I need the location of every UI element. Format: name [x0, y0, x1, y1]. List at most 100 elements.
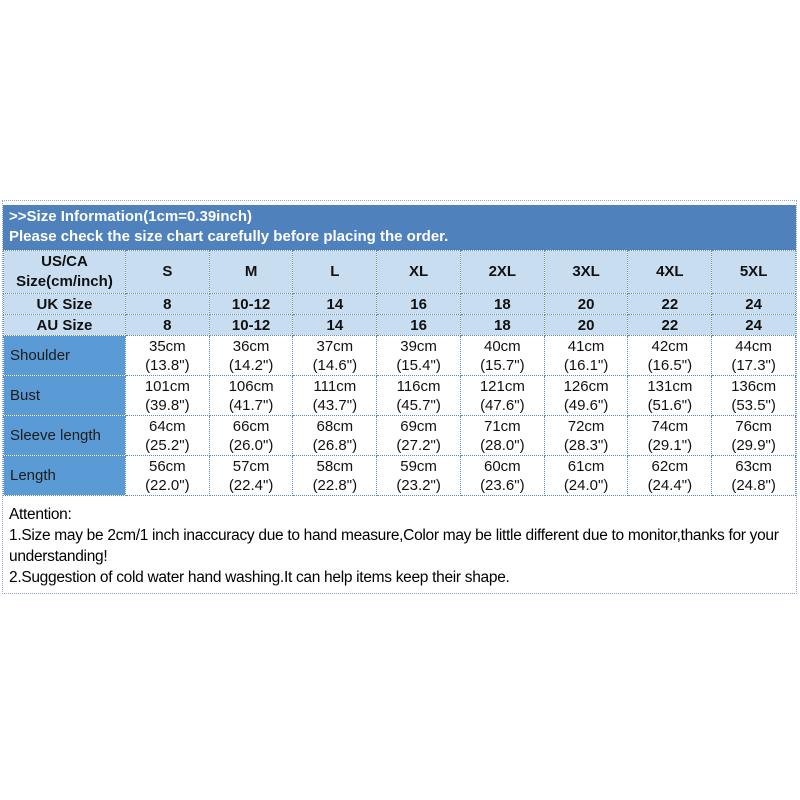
measurement-inch: (22.8") — [312, 476, 358, 494]
size-conversion-row: AU Size 8 10-12 14 16 18 20 22 24 — [3, 314, 796, 336]
measurement-cell: 101cm (39.8") — [124, 375, 210, 416]
size-column-header: L — [292, 250, 378, 294]
measurement-cell: 57cm (22.4") — [208, 455, 294, 496]
measurement-cell: 56cm (22.0") — [124, 455, 210, 496]
size-value-cell: 16 — [376, 314, 461, 336]
measurement-cell: 116cm (45.7") — [376, 375, 461, 416]
corner-header-line1: US/CA — [41, 253, 88, 270]
measurement-cm: 61cm — [567, 457, 605, 475]
measurement-cm: 40cm — [483, 337, 521, 355]
measurement-inch: (47.6") — [480, 396, 525, 414]
attention-line-1: 1.Size may be 2cm/1 inch inaccuracy due … — [9, 527, 779, 565]
table-header-row: US/CA Size(cm/inch) S M L XL 2XL 3XL 4XL 5XL — [3, 250, 796, 294]
measurement-label: Shoulder — [3, 335, 126, 376]
measurement-cm: 39cm — [400, 337, 437, 355]
measurement-label: Length — [3, 455, 126, 496]
measurement-cm: 35cm — [148, 337, 186, 355]
measurement-inch: (16.5") — [647, 356, 693, 374]
size-info-banner: >>Size Information(1cm=0.39inch) Please … — [3, 205, 796, 250]
measurement-inch: (25.2") — [145, 436, 190, 454]
measurement-cell: 35cm (13.8") — [124, 335, 210, 376]
size-value-cell: 16 — [376, 293, 461, 315]
measurement-inch: (39.8") — [145, 396, 190, 414]
measurement-cm: 57cm — [232, 457, 270, 475]
measurement-inch: (29.1") — [647, 436, 693, 454]
measurement-inch: (23.6") — [480, 476, 525, 494]
size-chart-sheet: >>Size Information(1cm=0.39inch) Please … — [2, 200, 797, 594]
measurement-cell: 61cm (24.0") — [543, 455, 629, 496]
measurement-inch: (15.7") — [480, 356, 525, 374]
attention-note: Attention: 1.Size may be 2cm/1 inch inac… — [3, 496, 796, 593]
measurement-inch: (14.6") — [312, 356, 358, 374]
measurement-cm: 36cm — [232, 337, 270, 355]
size-column-header: 4XL — [627, 250, 713, 294]
size-value-cell: 18 — [459, 293, 545, 315]
banner-subtitle: Please check the size chart carefully be… — [9, 228, 449, 245]
measurement-inch: (13.8") — [145, 356, 190, 374]
size-value-cell: 24 — [711, 314, 796, 336]
measurement-inch: (26.8") — [312, 436, 358, 454]
size-table: US/CA Size(cm/inch) S M L XL 2XL 3XL 4XL 5XL UK Si… — [3, 250, 796, 496]
attention-title: Attention: — [9, 506, 72, 523]
row-label: AU Size — [3, 314, 126, 336]
measurement-cm: 41cm — [567, 337, 605, 355]
measurement-cell: 69cm (27.2") — [376, 415, 461, 456]
corner-header-us-ca-size: US/CA Size(cm/inch) — [3, 250, 126, 294]
corner-header-line2: Size(cm/inch) — [16, 273, 113, 290]
measurement-inch: (28.0") — [480, 436, 525, 454]
size-value-cell: 24 — [711, 293, 796, 315]
measurement-label: Bust — [3, 375, 126, 416]
measurement-cell: 136cm (53.5") — [711, 375, 796, 416]
measurement-cm: 126cm — [563, 377, 609, 395]
size-value-cell: 20 — [543, 314, 629, 336]
measurement-cm: 60cm — [483, 457, 521, 475]
measurement-inch: (45.7") — [396, 396, 441, 414]
measurement-inch: (15.4") — [396, 356, 441, 374]
measurement-row: Length 56cm (22.0") 57cm (22.4") 58cm (22.8") 5… — [3, 455, 796, 496]
measurement-cm: 42cm — [651, 337, 689, 355]
measurement-inch: (24.4") — [647, 476, 693, 494]
measurement-cm: 64cm — [148, 417, 186, 435]
measurement-row: Shoulder 35cm (13.8") 36cm (14.2") 37cm (14.6"… — [3, 335, 796, 376]
size-value-cell: 14 — [292, 314, 378, 336]
measurement-inch: (22.0") — [145, 476, 190, 494]
measurement-inch: (27.2") — [396, 436, 441, 454]
measurement-cell: 74cm (29.1") — [627, 415, 713, 456]
top-spacer-row — [3, 201, 796, 205]
size-column-header: 3XL — [543, 250, 629, 294]
size-conversion-row: UK Size 8 10-12 14 16 18 20 22 24 — [3, 293, 796, 315]
measurement-cm: 37cm — [316, 337, 354, 355]
measurement-inch: (29.9") — [731, 436, 776, 454]
measurement-cell: 131cm (51.6") — [627, 375, 713, 416]
size-column-header: 2XL — [459, 250, 545, 294]
measurement-cell: 42cm (16.5") — [627, 335, 713, 376]
measurement-cell: 62cm (24.4") — [627, 455, 713, 496]
size-value-cell: 8 — [124, 314, 210, 336]
measurement-cell: 37cm (14.6") — [292, 335, 378, 376]
measurement-inch: (14.2") — [228, 356, 274, 374]
measurement-cell: 39cm (15.4") — [376, 335, 461, 376]
measurement-inch: (53.5") — [731, 396, 776, 414]
measurement-inch: (49.6") — [563, 396, 609, 414]
size-value-cell: 10-12 — [208, 293, 294, 315]
measurement-cell: 68cm (26.8") — [292, 415, 378, 456]
measurement-cm: 59cm — [400, 457, 437, 475]
measurement-cm: 71cm — [483, 417, 521, 435]
measurement-cell: 41cm (16.1") — [543, 335, 629, 376]
measurement-cm: 44cm — [735, 337, 772, 355]
measurement-inch: (17.3") — [731, 356, 776, 374]
size-value-cell: 20 — [543, 293, 629, 315]
measurement-cm: 72cm — [567, 417, 605, 435]
measurement-cm: 121cm — [479, 377, 525, 395]
measurement-cm: 56cm — [148, 457, 186, 475]
measurement-cm: 69cm — [400, 417, 437, 435]
measurement-cm: 136cm — [731, 377, 777, 395]
attention-line-2: 2.Suggestion of cold water hand washing.… — [9, 569, 510, 586]
measurement-cell: 66cm (26.0") — [208, 415, 294, 456]
measurement-cell: 71cm (28.0") — [459, 415, 545, 456]
size-column-header: 5XL — [711, 250, 796, 294]
measurement-inch: (26.0") — [228, 436, 274, 454]
measurement-cell: 44cm (17.3") — [711, 335, 796, 376]
size-value-cell: 8 — [124, 293, 210, 315]
